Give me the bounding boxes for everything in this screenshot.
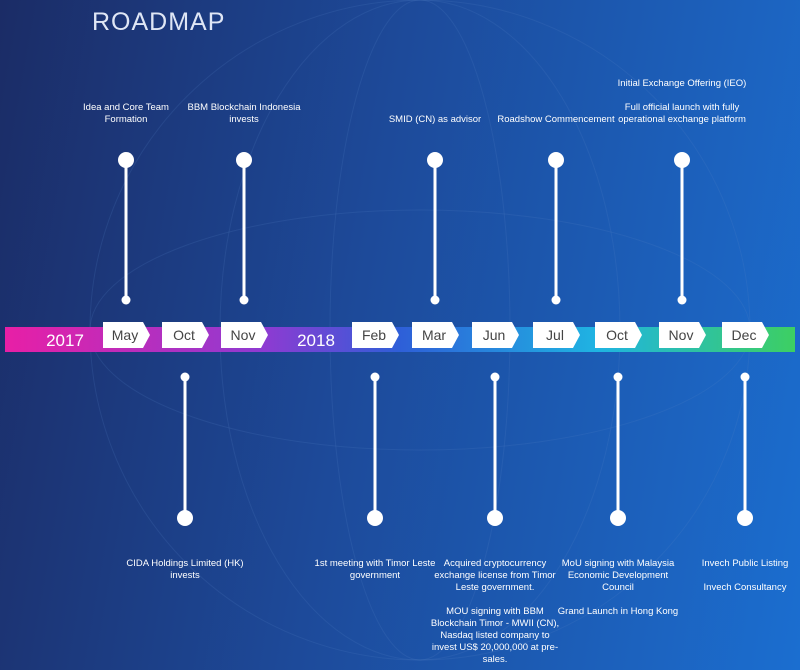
above-notes: SMID (CN) as advisor — [370, 114, 500, 126]
month-label: Oct — [606, 327, 628, 343]
event-note: 1st meeting with Timor Leste government — [314, 558, 436, 581]
month-label: May — [112, 327, 138, 343]
event-note: Acquired cryptocurrency exchange license… — [434, 558, 556, 593]
month-label: Mar — [422, 327, 446, 343]
pin-head — [487, 510, 503, 526]
event-note: Grand Launch in Hong Kong — [557, 606, 679, 617]
month-tag — [352, 322, 399, 348]
pin-head — [367, 510, 383, 526]
month-label: Nov — [669, 327, 694, 343]
month-tag — [722, 322, 769, 348]
pin-head — [118, 152, 134, 168]
month-tag — [103, 322, 150, 348]
below-notes: Acquired cryptocurrency exchange license… — [430, 558, 560, 666]
month-label: Nov — [231, 327, 256, 343]
pin-dot — [430, 295, 440, 305]
pin-head — [610, 510, 626, 526]
below-notes: CIDA Holdings Limited (HK) invests — [120, 558, 250, 582]
pin-head — [177, 510, 193, 526]
event-note: Idea and Core Team Formation — [83, 102, 169, 125]
month-tag — [533, 322, 580, 348]
pin-head — [236, 152, 252, 168]
month-tag — [595, 322, 642, 348]
pin-head — [737, 510, 753, 526]
below-notes: Invech Public Listing Invech Consultancy — [680, 558, 800, 594]
pin-dot — [740, 372, 750, 382]
pin-head — [674, 152, 690, 168]
pin-dot — [370, 372, 380, 382]
month-label: Jun — [483, 327, 506, 343]
above-notes: Roadshow Commencement — [491, 114, 621, 126]
month-label: Jul — [546, 327, 564, 343]
event-note: CIDA Holdings Limited (HK) invests — [126, 558, 244, 581]
event-note: MOU signing with BBM Blockchain Timor - … — [430, 606, 560, 665]
pin-dot — [677, 295, 687, 305]
pin-dot — [490, 372, 500, 382]
event-note: BBM Blockchain Indonesia invests — [187, 102, 301, 125]
pin-dot — [613, 372, 623, 382]
event-note: SMID (CN) as advisor — [388, 114, 482, 125]
event-note: MoU signing with Malaysia Economic Devel… — [561, 558, 675, 593]
month-label: Dec — [732, 327, 757, 343]
pin-dot — [239, 295, 249, 305]
event-note: Initial Exchange Offering (IEO) — [617, 78, 747, 89]
year-label: 2017 — [46, 331, 84, 350]
below-notes: MoU signing with Malaysia Economic Devel… — [553, 558, 683, 618]
above-notes: Idea and Core Team Formation — [61, 102, 191, 126]
pin-dot — [180, 372, 190, 382]
pin-head — [548, 152, 564, 168]
event-note: Invech Consultancy — [703, 582, 787, 593]
event-note: Roadshow Commencement — [497, 114, 615, 125]
below-notes: 1st meeting with Timor Leste government — [310, 558, 440, 582]
pin-dot — [551, 295, 561, 305]
title: ROADMAP — [92, 8, 226, 36]
month-tag — [659, 322, 706, 348]
year-label: 2018 — [297, 331, 335, 350]
event-note: Invech Public Listing — [701, 558, 789, 569]
month-label: Oct — [173, 327, 195, 343]
above-notes: BBM Blockchain Indonesia invests — [179, 102, 309, 126]
month-tag — [221, 322, 268, 348]
event-note: Full official launch with fully operatio… — [618, 102, 746, 125]
month-tag — [162, 322, 209, 348]
pin-dot — [121, 295, 131, 305]
above-notes: Initial Exchange Offering (IEO) Full offi… — [617, 78, 747, 126]
month-tag — [472, 322, 519, 348]
pin-head — [427, 152, 443, 168]
month-label: Feb — [362, 327, 386, 343]
month-tag — [412, 322, 459, 348]
